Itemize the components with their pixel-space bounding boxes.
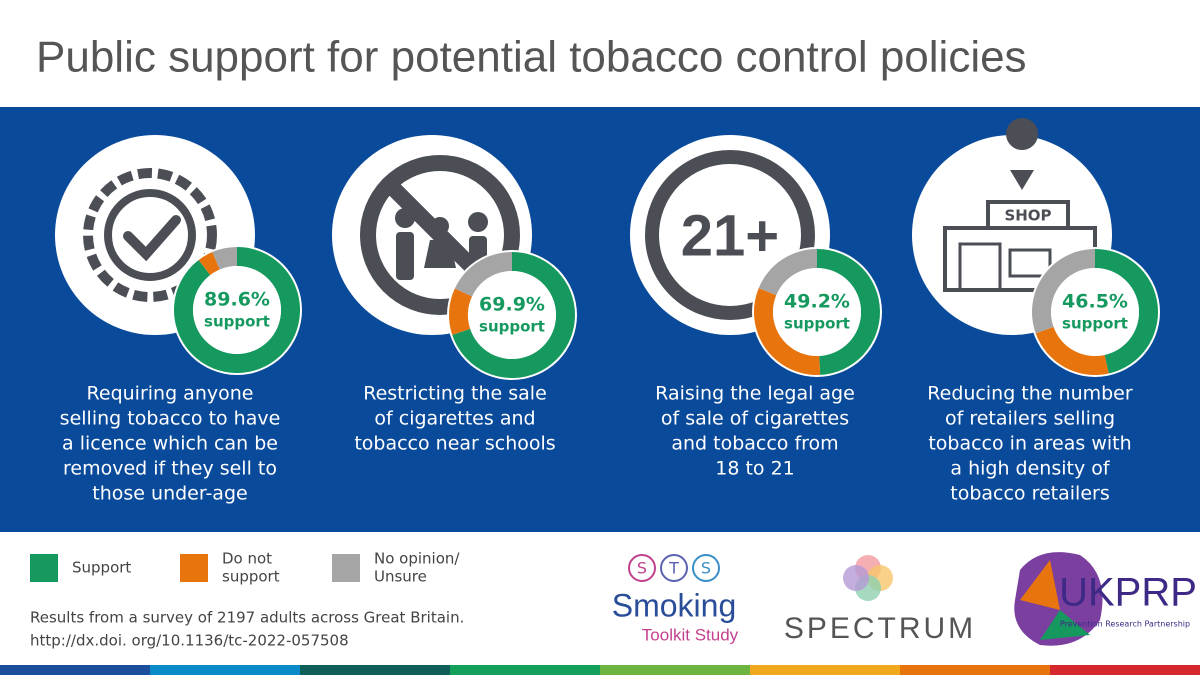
ukprp-mark [1014, 552, 1103, 646]
legend-swatch [30, 554, 58, 582]
legend-swatch [332, 554, 360, 582]
title: Public support for potential tobacco con… [36, 33, 1027, 82]
ukprp-sub: Prevention Research Partnership [1060, 620, 1190, 629]
badge-icon [104, 189, 196, 281]
description: of cigarettes and [374, 408, 535, 430]
strip [300, 665, 450, 675]
shop-sign-text: SHOP [1004, 207, 1051, 225]
strip [750, 665, 900, 675]
strip [900, 665, 1050, 675]
caption: support [784, 315, 850, 333]
child-icon [395, 208, 415, 228]
shop-icon [958, 242, 1002, 292]
legend-label: Unsure [374, 568, 427, 586]
donut-hole [1051, 268, 1139, 356]
description: removed if they sell to [63, 458, 277, 480]
badge-icon [83, 168, 217, 302]
donut-segment [758, 249, 817, 296]
sts-ring [660, 554, 688, 582]
pin-icon [1006, 118, 1039, 190]
description: Raising the legal age [655, 383, 855, 405]
donut-segment [1095, 249, 1159, 374]
ukprp-mark [1040, 610, 1090, 640]
sts-letter: T [668, 559, 679, 578]
description: and tobacco from [671, 433, 838, 455]
legend-label: Do not [222, 550, 272, 568]
donut-segment [212, 247, 237, 270]
age-icon [645, 150, 815, 320]
strip [450, 665, 600, 675]
child-icon [468, 212, 488, 232]
description: tobacco in areas with [928, 433, 1131, 455]
footer-note: http://dx.doi. org/10.1136/tc-2022-05750… [30, 632, 349, 650]
donut-segment [454, 251, 512, 297]
donut-segment [174, 247, 300, 373]
child-icon [396, 232, 414, 280]
donut-hole [468, 271, 556, 359]
child-icon [424, 240, 456, 268]
strip [600, 665, 750, 675]
value-label: 69.9% [479, 294, 545, 316]
logos: S T S Smoking Toolkit Study SPECTRUM UKP… [612, 552, 1197, 646]
description: of sale of cigarettes [661, 408, 849, 430]
value-label: 46.5% [1062, 291, 1128, 313]
donut-segment [1032, 249, 1095, 334]
check-icon [123, 215, 181, 262]
ukprp-name: UKPRP [1059, 571, 1197, 615]
description: Requiring anyone [87, 383, 254, 405]
prohibit-icon [360, 155, 520, 315]
age-icon-text: 21+ [681, 203, 779, 268]
strip [0, 665, 150, 675]
strip [1050, 665, 1200, 675]
donut-segment [753, 288, 821, 375]
legend-label: support [222, 568, 280, 586]
legend-label: No opinion/ [374, 550, 460, 568]
description: a licence which can be [62, 433, 278, 455]
value-label: 49.2% [784, 291, 850, 313]
caption: support [1062, 315, 1128, 333]
donut-segment [817, 249, 881, 375]
donut-charts: 89.6% support Requiring anyone selling toba… [60, 245, 1160, 505]
description: tobacco retailers [950, 483, 1109, 505]
sts-name: Smoking [612, 587, 737, 623]
footer-note: Results from a survey of 2197 adults acr… [30, 609, 464, 627]
legend-swatch [180, 554, 208, 582]
donut-hole [193, 266, 281, 354]
description: Restricting the sale [363, 383, 547, 405]
donut-segment [1035, 326, 1109, 375]
donut-segment [198, 252, 220, 276]
description: 18 to 21 [715, 458, 795, 480]
sts-letter: S [701, 559, 711, 578]
child-icon [431, 217, 449, 235]
description: Reducing the number [927, 383, 1133, 405]
caption: support [204, 313, 270, 331]
spectrum-name: SPECTRUM [784, 612, 976, 645]
caption: support [479, 318, 545, 336]
description: of retailers selling [945, 408, 1115, 430]
sts-ring [692, 554, 720, 582]
color-strip [0, 665, 1200, 675]
donut-hole [773, 268, 861, 356]
strip [150, 665, 300, 675]
description: those under-age [92, 483, 247, 505]
donut-segment [452, 252, 576, 378]
description: a high density of [950, 458, 1110, 480]
sts-ring [628, 554, 656, 582]
sts-sub: Toolkit Study [642, 625, 739, 644]
sts-letter: S [637, 559, 647, 578]
spectrum-circle [843, 565, 869, 591]
description: selling tobacco to have [60, 408, 281, 430]
description: tobacco near schools [354, 433, 555, 455]
ukprp-mark [1020, 560, 1060, 610]
donut-segment [449, 288, 473, 335]
shop-icon [1008, 248, 1052, 278]
value-label: 89.6% [204, 289, 270, 311]
legend-label: Support [72, 559, 131, 577]
